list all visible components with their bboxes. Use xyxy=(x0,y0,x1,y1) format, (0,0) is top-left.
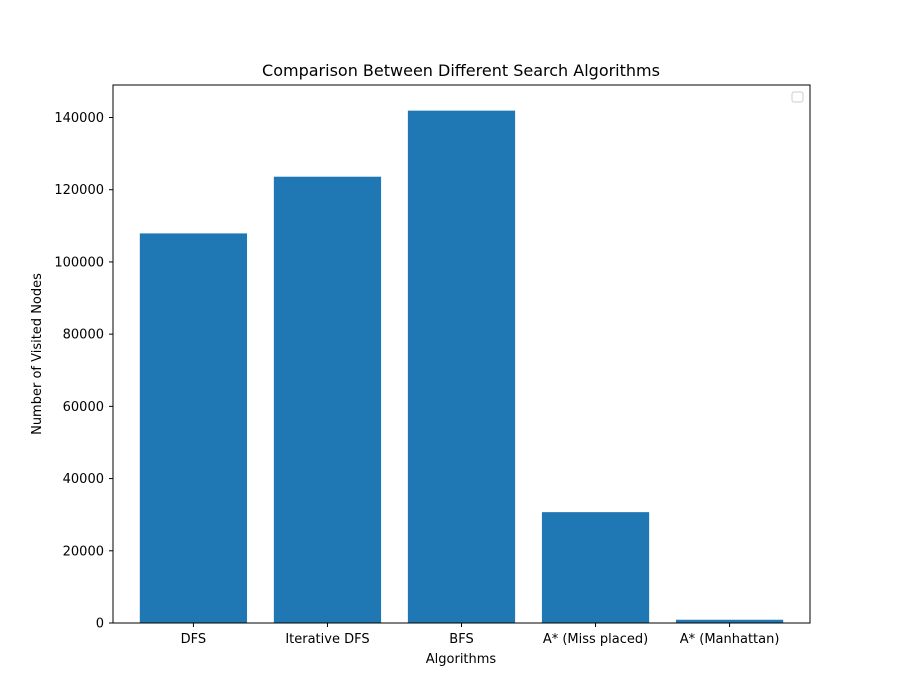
x-axis-label: Algorithms xyxy=(426,652,497,667)
x-tick-label: Iterative DFS xyxy=(285,632,369,647)
x-axis: DFS Iterative DFS BFS A* (Miss placed) A* (M… xyxy=(181,623,780,647)
y-tick-label: 100000 xyxy=(54,255,104,270)
y-tick-label: 120000 xyxy=(54,183,104,198)
y-tick-label: 20000 xyxy=(63,544,104,559)
bar-1 xyxy=(273,176,382,623)
y-axis: 0 20000 40000 60000 80000 100000 120000 140000 xyxy=(54,111,113,632)
y-tick-label: 140000 xyxy=(54,111,104,126)
bar-0 xyxy=(139,233,248,623)
chart-title: Comparison Between Different Search Algo… xyxy=(262,61,660,80)
x-tick-label: DFS xyxy=(181,632,207,647)
legend-box xyxy=(791,91,804,103)
bar-2 xyxy=(407,110,516,623)
y-tick-label: 40000 xyxy=(63,472,104,487)
x-tick-label: A* (Miss placed) xyxy=(543,632,648,647)
plot-frame xyxy=(112,84,811,624)
y-tick-label: 60000 xyxy=(63,400,104,415)
bars-group xyxy=(139,110,784,623)
y-tick-label: 80000 xyxy=(63,328,104,343)
y-tick-label: 0 xyxy=(96,617,104,632)
x-tick-label: BFS xyxy=(449,632,473,647)
y-axis-label: Number of Visited Nodes xyxy=(30,273,45,435)
bar-4 xyxy=(675,619,784,623)
bar-3 xyxy=(541,512,650,623)
x-tick-label: A* (Manhattan) xyxy=(680,632,780,647)
